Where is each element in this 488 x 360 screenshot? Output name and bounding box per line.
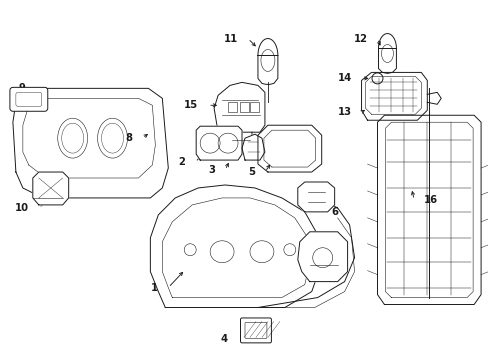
FancyBboxPatch shape [10,87,48,111]
Text: 10: 10 [15,203,29,213]
Text: 15: 15 [183,100,198,110]
Polygon shape [33,172,68,205]
Polygon shape [361,72,427,120]
Bar [227,102,237,112]
Text: 2: 2 [178,157,185,167]
Text: 9: 9 [19,84,26,93]
Polygon shape [214,82,264,132]
Polygon shape [150,185,317,307]
Polygon shape [377,115,480,305]
Polygon shape [196,126,242,160]
Polygon shape [242,134,264,160]
Text: 7: 7 [334,267,341,276]
Text: 16: 16 [424,195,438,205]
Text: 12: 12 [353,33,367,44]
Polygon shape [297,232,347,282]
Text: 5: 5 [247,167,254,177]
Text: 13: 13 [337,107,351,117]
Polygon shape [378,33,396,73]
Text: 11: 11 [224,33,238,44]
Bar [249,102,259,112]
Polygon shape [297,182,334,212]
Bar [240,102,248,112]
Polygon shape [258,125,321,172]
Text: 14: 14 [337,73,351,84]
Text: 6: 6 [331,207,338,217]
FancyBboxPatch shape [240,318,271,343]
Polygon shape [13,88,168,198]
Text: 3: 3 [208,165,215,175]
Polygon shape [427,92,440,104]
Text: 8: 8 [125,133,132,143]
Text: 4: 4 [221,334,227,345]
Polygon shape [258,39,277,84]
Text: 1: 1 [151,283,158,293]
